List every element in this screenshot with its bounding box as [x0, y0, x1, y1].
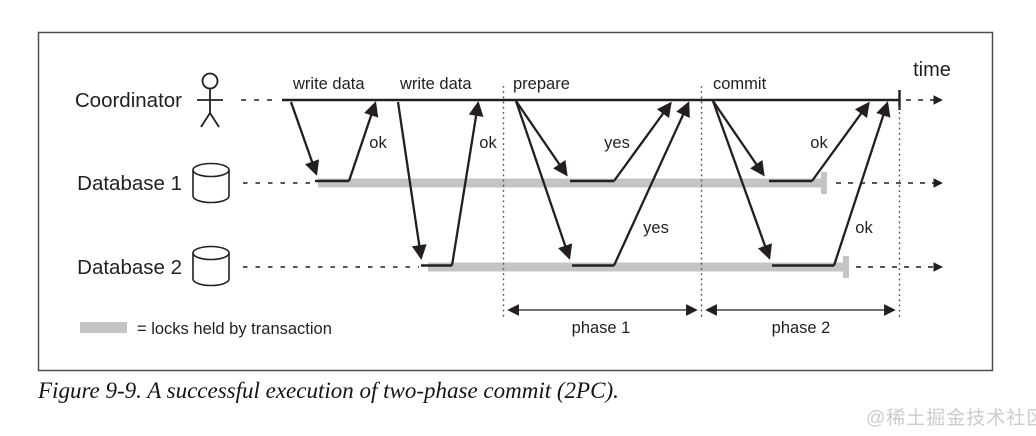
msg-label-write-data-2: write data — [399, 75, 472, 93]
msg-label-commit: commit — [713, 75, 767, 93]
lane-label-coordinator: Coordinator — [75, 89, 182, 112]
db2-lock-bar — [428, 262, 844, 272]
lane-label-database-2: Database 2 — [77, 256, 182, 279]
msg-commit — [711, 100, 891, 267]
msg-commit-db2-reply-arrow — [832, 101, 891, 266]
legend-text: = locks held by transaction — [137, 320, 332, 338]
phase-2-label: phase 2 — [772, 319, 831, 337]
msg-write-data-2-request-arrow — [396, 101, 427, 260]
db2-lock-bar-end-cap — [843, 256, 849, 278]
msg-commit-db1-reply-arrow — [811, 101, 870, 182]
msg-prepare-db1-request-arrow — [515, 100, 568, 177]
reply-label-ok-commit-db1: ok — [810, 134, 828, 152]
db1-lock-bar-end-cap — [821, 172, 827, 194]
msg-label-write-data-1: write data — [292, 75, 365, 93]
msg-prepare-db2-request-arrow — [514, 100, 573, 260]
msg-write-data-1-request-arrow — [289, 101, 320, 176]
msg-prepare-db1-reply-arrow — [613, 101, 672, 182]
msg-prepare-db2-reply-arrow — [612, 101, 690, 266]
phase-1-label: phase 1 — [572, 319, 631, 337]
msg-write-data-1 — [289, 101, 379, 183]
reply-label-ok-2: ok — [479, 134, 497, 152]
watermark-text: @稀土掘金技术社区 — [866, 408, 1036, 429]
reply-label-yes-db1: yes — [604, 134, 630, 152]
msg-write-data-2-reply-arrow — [450, 101, 484, 266]
msg-write-data-1-reply-arrow — [347, 101, 379, 182]
msg-label-prepare: prepare — [513, 75, 570, 93]
diagram-canvas: Coordinator Database 1 Database 2 — [37, 31, 994, 372]
reply-label-ok-commit-db2: ok — [855, 219, 873, 237]
msg-commit-db2-request-arrow — [711, 100, 772, 260]
legend-lock-swatch — [80, 322, 127, 333]
msg-prepare — [514, 100, 690, 267]
msg-commit-db1-request-arrow — [712, 100, 765, 177]
person-icon — [197, 72, 223, 128]
reply-label-ok-1: ok — [369, 134, 387, 152]
reply-label-yes-db2: yes — [643, 219, 669, 237]
db1-lock-bar — [318, 178, 823, 188]
time-axis-label: time — [913, 59, 951, 81]
figure-caption: Figure 9-9. A successful execution of tw… — [38, 378, 619, 403]
database-cylinder-icon-2 — [192, 245, 230, 287]
database-cylinder-icon-1 — [192, 162, 230, 204]
lane-label-database-1: Database 1 — [77, 172, 182, 195]
msg-write-data-2 — [396, 101, 484, 267]
